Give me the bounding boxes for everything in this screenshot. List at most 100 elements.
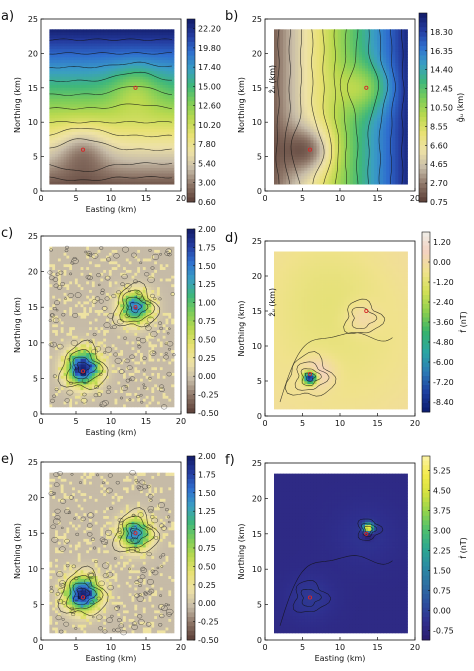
heatmap-cell bbox=[57, 90, 62, 94]
heatmap-cell bbox=[358, 37, 363, 41]
heatmap-cell bbox=[340, 109, 345, 113]
colorbar-swatch bbox=[187, 96, 195, 102]
heatmap-cell bbox=[292, 70, 296, 74]
heatmap-cell bbox=[331, 162, 336, 166]
heatmap-cell bbox=[383, 159, 387, 163]
heatmap-cell bbox=[148, 73, 152, 77]
heatmap-cell bbox=[106, 48, 110, 52]
heatmap-cell bbox=[310, 131, 314, 135]
heatmap-cell bbox=[395, 150, 399, 155]
heatmap-cell bbox=[114, 98, 118, 102]
heatmap-cell bbox=[120, 117, 124, 121]
heatmap-cell bbox=[346, 145, 351, 149]
heatmap-cell bbox=[159, 95, 164, 99]
heatmap-cell bbox=[117, 79, 121, 83]
heatmap-cell bbox=[319, 178, 323, 182]
heatmap-cell bbox=[100, 48, 104, 52]
heatmap-cell bbox=[86, 112, 90, 116]
heatmap-cell bbox=[383, 175, 387, 179]
colorbar-swatch bbox=[187, 41, 195, 47]
heatmap-cell bbox=[304, 109, 308, 113]
heatmap-cell bbox=[171, 95, 175, 99]
heatmap-cell bbox=[74, 73, 79, 77]
heatmap-cell bbox=[120, 173, 124, 177]
heatmap-cell bbox=[77, 45, 81, 50]
heatmap-cell bbox=[371, 76, 375, 80]
heatmap-cell bbox=[319, 159, 323, 163]
heatmap-cell bbox=[301, 29, 305, 33]
heatmap-cell bbox=[165, 98, 169, 102]
heatmap-cell bbox=[334, 156, 339, 160]
heatmap-cell bbox=[337, 70, 342, 74]
heatmap-cell bbox=[117, 181, 121, 185]
heatmap-cell bbox=[60, 62, 64, 66]
heatmap-cell bbox=[66, 150, 70, 155]
heatmap-cell bbox=[63, 131, 67, 135]
heatmap-cell bbox=[292, 51, 296, 55]
heatmap-cell bbox=[274, 45, 278, 50]
heatmap-cell bbox=[86, 29, 90, 33]
heatmap-cell bbox=[352, 170, 357, 174]
heatmap-cell bbox=[358, 112, 363, 116]
heatmap-cell bbox=[398, 56, 402, 61]
heatmap-cell bbox=[140, 62, 144, 66]
heatmap-cell bbox=[106, 95, 110, 99]
heatmap-cell bbox=[389, 68, 393, 72]
heatmap-cell bbox=[94, 145, 98, 149]
heatmap-cell bbox=[389, 81, 393, 85]
heatmap-cell bbox=[66, 90, 70, 94]
heatmap-cell bbox=[80, 117, 84, 121]
heatmap-cell bbox=[361, 167, 366, 171]
heatmap-cell bbox=[131, 43, 135, 47]
heatmap-cell bbox=[145, 106, 149, 110]
heatmap-cell bbox=[60, 48, 64, 52]
heatmap-cell bbox=[352, 167, 357, 171]
heatmap-cell bbox=[310, 62, 314, 66]
heatmap-cell bbox=[331, 101, 336, 105]
heatmap-cell bbox=[120, 90, 124, 94]
heatmap-cell bbox=[313, 142, 317, 146]
heatmap-cell bbox=[277, 90, 281, 94]
heatmap-cell bbox=[148, 137, 152, 141]
heatmap-cell bbox=[128, 76, 132, 80]
heatmap-cell bbox=[63, 126, 67, 130]
heatmap-cell bbox=[74, 70, 79, 74]
heatmap-cell bbox=[86, 81, 90, 85]
heatmap-cell bbox=[148, 178, 152, 182]
heatmap-cell bbox=[137, 150, 141, 155]
heatmap-cell bbox=[55, 123, 59, 127]
heatmap-cell bbox=[340, 81, 345, 85]
heatmap-cell bbox=[108, 173, 113, 177]
heatmap-cell bbox=[49, 65, 53, 69]
heatmap-cell bbox=[140, 120, 144, 124]
heatmap-cell bbox=[283, 40, 287, 44]
heatmap-cell bbox=[151, 145, 155, 149]
heatmap-cell bbox=[100, 142, 104, 146]
heatmap-cell bbox=[307, 68, 311, 72]
heatmap-cell bbox=[145, 34, 149, 39]
heatmap-cell bbox=[162, 29, 166, 33]
heatmap-cell bbox=[145, 29, 149, 33]
heatmap-cell bbox=[94, 128, 98, 132]
heatmap-cell bbox=[140, 115, 144, 119]
heatmap-cell bbox=[52, 131, 56, 135]
heatmap-cell bbox=[106, 40, 110, 44]
heatmap-cell bbox=[389, 128, 393, 132]
heatmap-cell bbox=[368, 131, 372, 135]
heatmap-cell bbox=[298, 106, 302, 110]
heatmap-cell bbox=[125, 150, 130, 155]
heatmap-cell bbox=[274, 131, 278, 135]
heatmap-cell bbox=[295, 70, 299, 74]
heatmap-cell bbox=[307, 29, 311, 33]
heatmap-cell bbox=[280, 106, 284, 110]
heatmap-cell bbox=[301, 162, 305, 166]
heatmap-cell bbox=[125, 134, 130, 138]
heatmap-cell bbox=[395, 167, 399, 171]
heatmap-cell bbox=[111, 84, 115, 88]
heatmap-cell bbox=[292, 65, 296, 69]
heatmap-cell bbox=[97, 48, 101, 52]
heatmap-cell bbox=[91, 70, 96, 74]
heatmap-cell bbox=[371, 159, 375, 163]
heatmap-cell bbox=[49, 117, 53, 121]
heatmap-cell bbox=[63, 175, 67, 179]
